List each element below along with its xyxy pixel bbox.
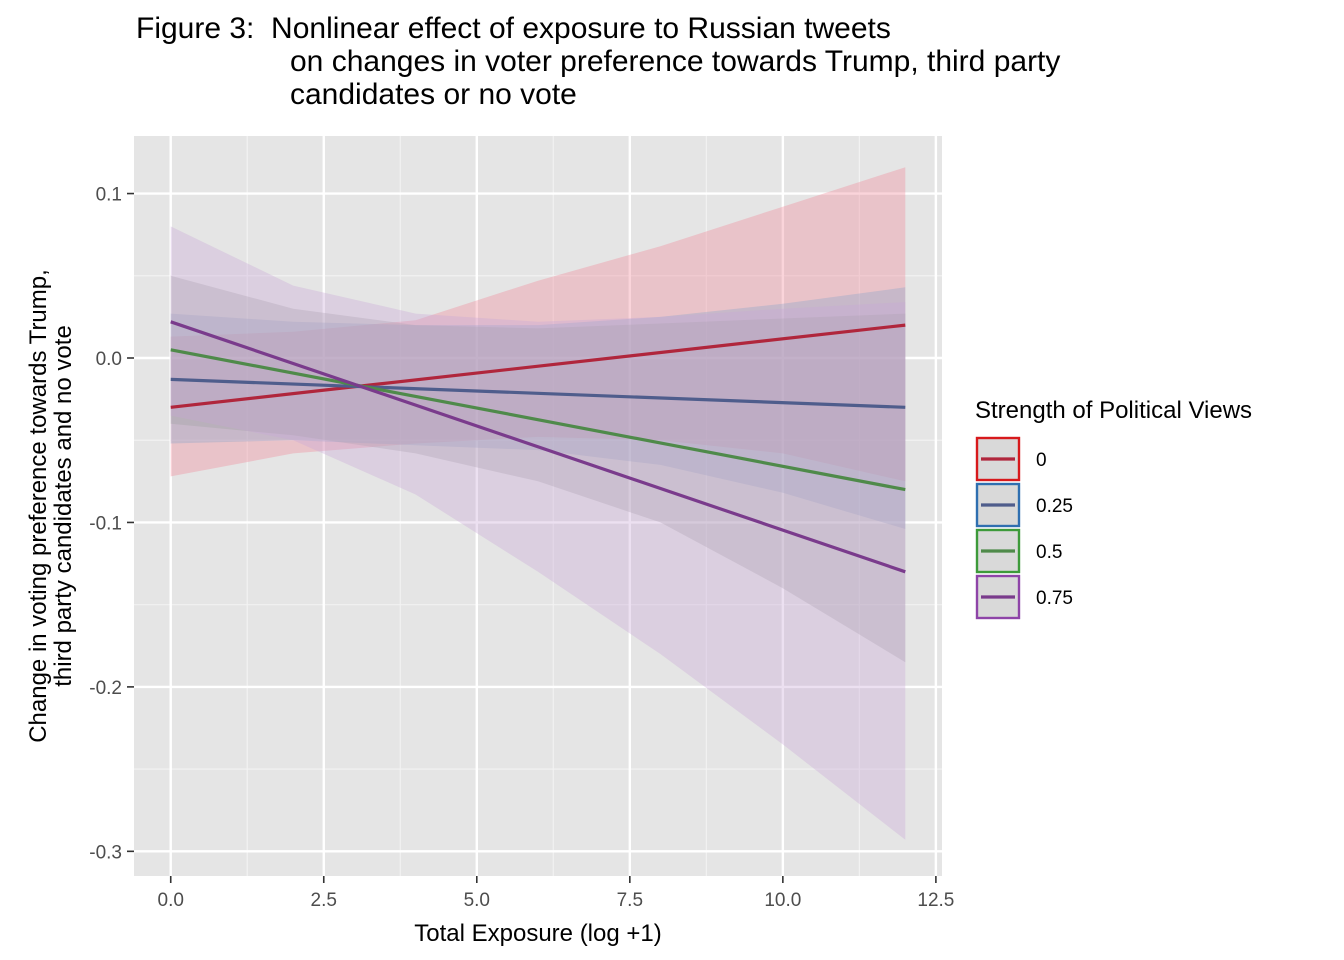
x-tick-label: 10.0	[764, 890, 801, 911]
series-line-0.5	[170, 348, 906, 492]
y-axis-title-line: Change in voting preference towards Trum…	[25, 269, 52, 743]
x-tick-label: 12.5	[917, 890, 954, 911]
panel-background	[134, 136, 942, 876]
y-tick-label: -0.3	[89, 842, 122, 863]
title-line-2: on changes in voter preference towards T…	[290, 45, 1061, 78]
x-tick-label: 7.5	[617, 890, 643, 911]
legend-label: 0	[1036, 450, 1047, 471]
confidence-ribbon-0.75	[170, 226, 906, 840]
legend: Strength of Political Views 0 0.25 0.5 0.75	[975, 397, 1252, 620]
confidence-ribbon-0.25	[170, 287, 906, 529]
confidence-ribbon-0.5	[170, 275, 906, 663]
legend-label: 0.25	[1036, 496, 1073, 517]
legend-label: 0.5	[1036, 542, 1062, 563]
series-line-0.25	[170, 377, 906, 409]
series-line-0	[170, 323, 906, 409]
y-axis-title: Change in voting preference towards Trum…	[25, 269, 77, 743]
axes: 0.0 2.5 5.0 7.5 10.0 12.5 0.1 0.0 -0.1 -0.2 -0.3 To…	[25, 185, 954, 947]
plot-area	[134, 136, 942, 876]
y-tick-label: 0.0	[96, 349, 122, 370]
x-tick-label: 5.0	[464, 890, 490, 911]
legend-title: Strength of Political Views	[975, 397, 1252, 424]
y-tick-label: -0.2	[89, 678, 122, 699]
x-tick-label: 0.0	[158, 890, 184, 911]
x-tick-label: 2.5	[311, 890, 337, 911]
chart-title: Figure 3: Nonlinear effect of exposure t…	[136, 12, 1060, 111]
y-tick-label: 0.1	[96, 185, 122, 206]
legend-label: 0.75	[1036, 588, 1073, 609]
title-line-3: candidates or no vote	[290, 78, 577, 111]
title-line-1: Figure 3: Nonlinear effect of exposure t…	[136, 12, 891, 45]
y-tick-label: -0.1	[89, 513, 122, 534]
y-axis-title-line: third party candidates and no vote	[50, 325, 77, 687]
x-axis-title: Total Exposure (log +1)	[414, 920, 661, 947]
series-line-0.75	[170, 320, 906, 574]
confidence-ribbon-0	[170, 167, 906, 482]
